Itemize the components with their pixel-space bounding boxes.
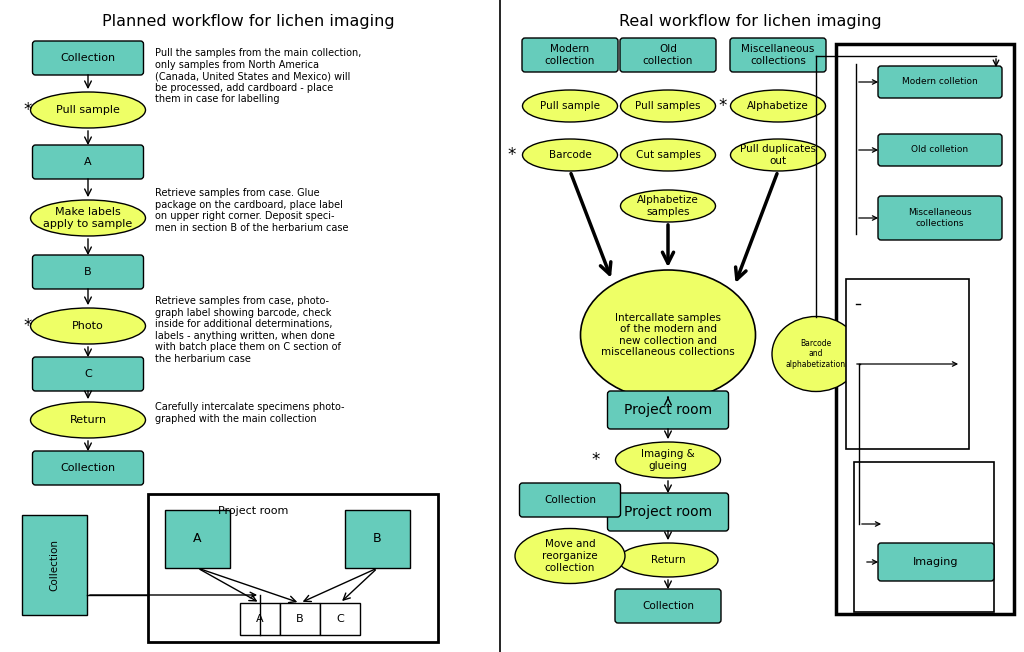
Ellipse shape xyxy=(522,90,617,122)
Ellipse shape xyxy=(730,90,825,122)
Ellipse shape xyxy=(581,270,756,400)
Bar xyxy=(836,44,1014,614)
Text: Old
collection: Old collection xyxy=(643,44,693,66)
FancyBboxPatch shape xyxy=(615,589,721,623)
Text: Collection: Collection xyxy=(60,463,116,473)
FancyBboxPatch shape xyxy=(878,134,1002,166)
Text: C: C xyxy=(336,614,344,624)
Text: Cut samples: Cut samples xyxy=(636,150,700,160)
Text: A: A xyxy=(256,614,264,624)
Text: Retrieve samples from case, photo-
graph label showing barcode, check
inside for: Retrieve samples from case, photo- graph… xyxy=(155,296,341,364)
Text: Collection: Collection xyxy=(60,53,116,63)
Text: Pull sample: Pull sample xyxy=(56,105,120,115)
Text: B: B xyxy=(84,267,92,277)
Ellipse shape xyxy=(772,316,860,391)
Text: Move and
reorganize
collection: Move and reorganize collection xyxy=(542,539,598,572)
Text: Pull samples: Pull samples xyxy=(635,101,700,111)
Ellipse shape xyxy=(522,139,617,171)
Text: A: A xyxy=(84,157,92,167)
Text: Old colletion: Old colletion xyxy=(911,145,969,155)
FancyBboxPatch shape xyxy=(878,66,1002,98)
Bar xyxy=(846,279,969,449)
Ellipse shape xyxy=(31,92,145,128)
FancyBboxPatch shape xyxy=(522,38,618,72)
Bar xyxy=(240,603,280,635)
Text: Make labels
apply to sample: Make labels apply to sample xyxy=(43,207,133,229)
FancyBboxPatch shape xyxy=(33,451,143,485)
Text: Imaging &
glueing: Imaging & glueing xyxy=(641,449,695,471)
Text: Planned workflow for lichen imaging: Planned workflow for lichen imaging xyxy=(101,14,394,29)
Text: Carefully intercalate specimens photo-
graphed with the main collection: Carefully intercalate specimens photo- g… xyxy=(155,402,344,424)
Bar xyxy=(148,494,438,642)
FancyBboxPatch shape xyxy=(519,483,621,517)
Bar xyxy=(319,603,360,635)
Bar xyxy=(280,603,319,635)
FancyBboxPatch shape xyxy=(878,196,1002,240)
Text: Miscellaneous
collections: Miscellaneous collections xyxy=(908,208,972,228)
Text: B: B xyxy=(373,533,382,546)
Text: *: * xyxy=(24,317,32,335)
Text: B: B xyxy=(296,614,304,624)
Text: Intercallate samples
of the modern and
new collection and
miscellaneous collecti: Intercallate samples of the modern and n… xyxy=(601,312,735,357)
Ellipse shape xyxy=(730,139,825,171)
FancyBboxPatch shape xyxy=(33,255,143,289)
FancyBboxPatch shape xyxy=(607,391,728,429)
Ellipse shape xyxy=(31,402,145,438)
Text: Alphabetize: Alphabetize xyxy=(748,101,809,111)
Text: Collection: Collection xyxy=(544,495,596,505)
Ellipse shape xyxy=(621,190,716,222)
Text: Miscellaneous
collections: Miscellaneous collections xyxy=(741,44,815,66)
Text: Real workflow for lichen imaging: Real workflow for lichen imaging xyxy=(618,14,882,29)
Ellipse shape xyxy=(31,308,145,344)
Text: Modern
collection: Modern collection xyxy=(545,44,595,66)
Ellipse shape xyxy=(621,90,716,122)
Text: Return: Return xyxy=(70,415,106,425)
Text: *: * xyxy=(508,146,516,164)
Text: Barcode: Barcode xyxy=(549,150,592,160)
Text: Project room: Project room xyxy=(624,505,712,519)
Ellipse shape xyxy=(615,442,721,478)
Bar xyxy=(165,510,230,568)
Text: Barcode
and
alphabetization: Barcode and alphabetization xyxy=(786,339,846,369)
Text: Imaging: Imaging xyxy=(913,557,958,567)
Ellipse shape xyxy=(621,139,716,171)
FancyBboxPatch shape xyxy=(33,357,143,391)
FancyBboxPatch shape xyxy=(33,145,143,179)
Bar xyxy=(345,510,410,568)
FancyBboxPatch shape xyxy=(878,543,994,581)
FancyBboxPatch shape xyxy=(607,493,728,531)
Text: Alphabetize
samples: Alphabetize samples xyxy=(637,195,698,217)
Text: Photo: Photo xyxy=(72,321,103,331)
Text: Collection: Collection xyxy=(642,601,694,611)
Text: Project room: Project room xyxy=(624,403,712,417)
Text: Project room: Project room xyxy=(218,506,289,516)
Text: *: * xyxy=(719,97,727,115)
Bar xyxy=(22,515,87,615)
Text: *: * xyxy=(592,451,600,469)
FancyBboxPatch shape xyxy=(620,38,716,72)
Ellipse shape xyxy=(31,200,145,236)
Text: Collection: Collection xyxy=(49,539,59,591)
Text: A: A xyxy=(194,533,202,546)
FancyBboxPatch shape xyxy=(33,41,143,75)
Text: Retrieve samples from case. Glue
package on the cardboard, place label
on upper : Retrieve samples from case. Glue package… xyxy=(155,188,348,233)
Text: *: * xyxy=(24,101,32,119)
FancyBboxPatch shape xyxy=(730,38,826,72)
Text: C: C xyxy=(84,369,92,379)
Text: Pull duplicates
out: Pull duplicates out xyxy=(740,144,816,166)
Text: Return: Return xyxy=(650,555,685,565)
Text: Pull sample: Pull sample xyxy=(540,101,600,111)
Bar xyxy=(854,462,994,612)
Ellipse shape xyxy=(515,529,625,584)
Text: Modern colletion: Modern colletion xyxy=(902,78,978,87)
Ellipse shape xyxy=(618,543,718,577)
Text: Pull the samples from the main collection,
only samples from North America
(Cana: Pull the samples from the main collectio… xyxy=(155,48,361,104)
